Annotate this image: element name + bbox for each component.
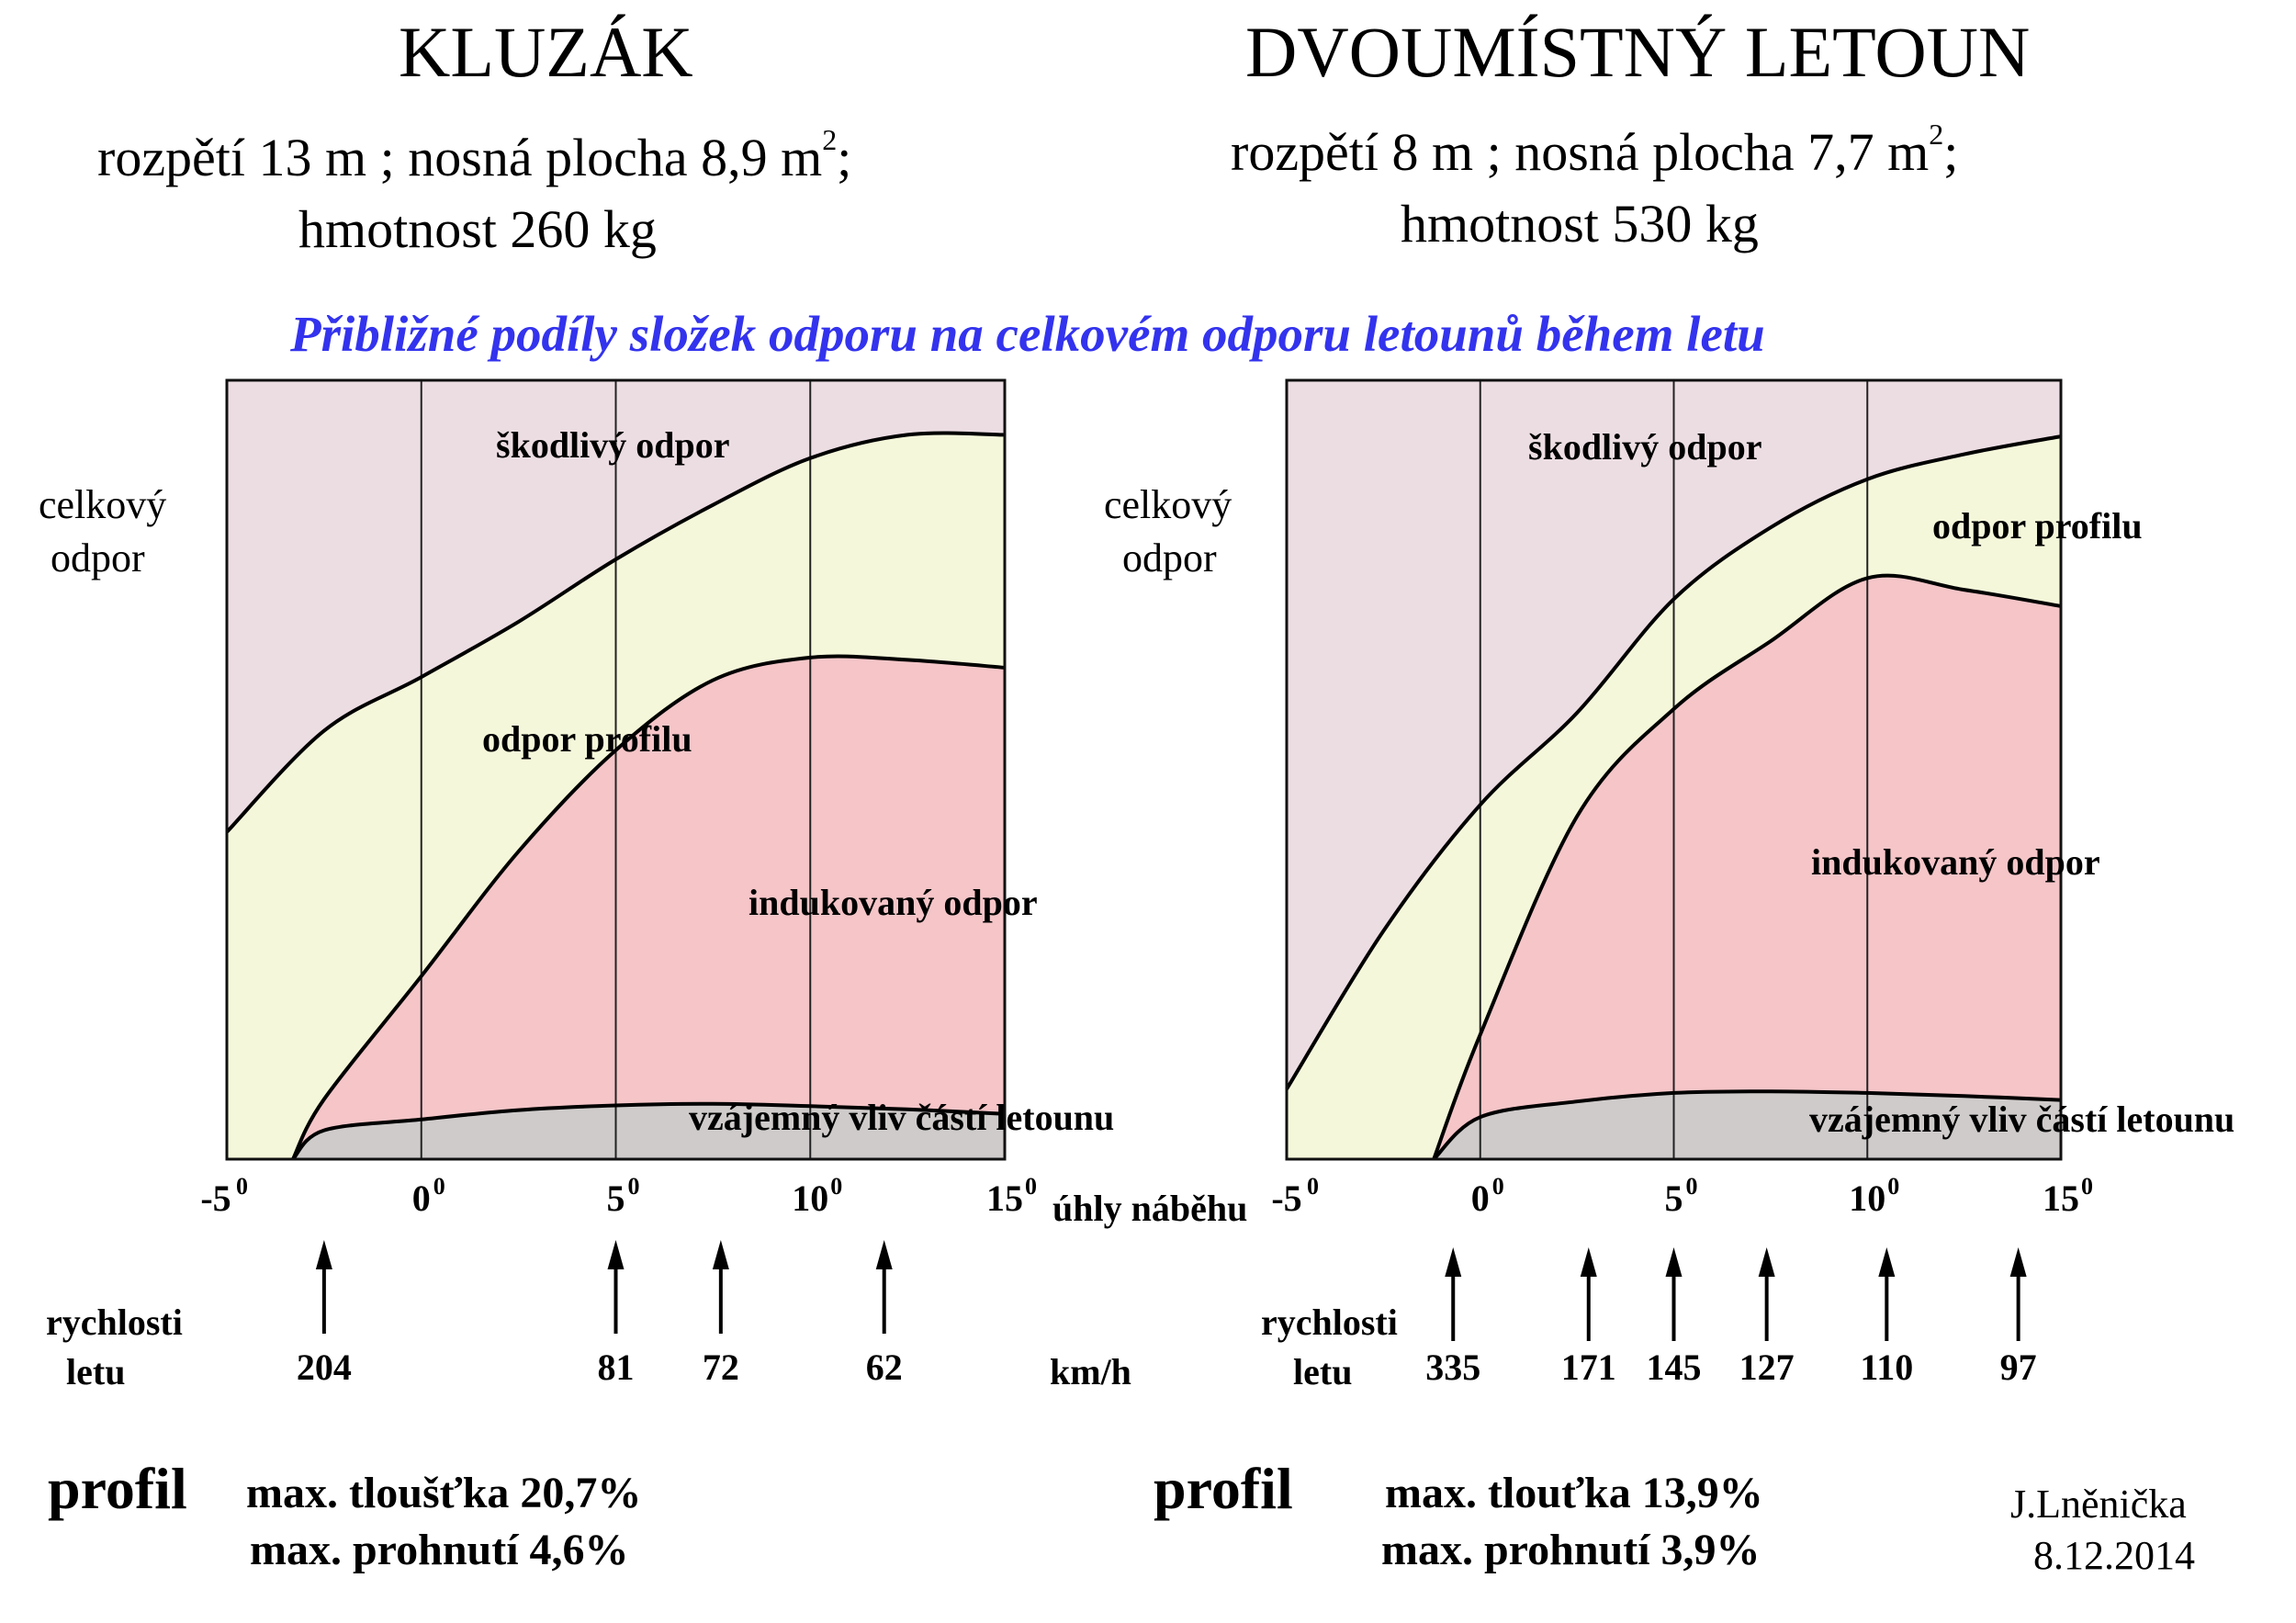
chart-left: škodlivý odpor odpor profilu indukovaný od… [200,378,1114,1388]
speed-value: 127 [1739,1347,1795,1388]
series-label: vzájemný vliv částí letounu [689,1097,1114,1138]
speed-arrow-head [1665,1247,1683,1277]
area-1 [293,656,1005,1159]
speed-unit: km/h [1050,1351,1131,1392]
x-tick-label: 15 [2043,1178,2079,1219]
series-label: odpor profilu [1932,505,2143,547]
x-tick-degree: 0 [236,1173,248,1200]
x-tick-degree: 0 [1492,1173,1504,1200]
speed-value: 204 [297,1347,352,1388]
x-tick-degree: 0 [830,1173,842,1200]
speed-value: 110 [1860,1347,1913,1388]
left-speed-label-2: letu [66,1351,126,1392]
x-tick-label: 5 [607,1178,625,1219]
chart-right: vzájemný vliv částí letounu indukovaný od… [1271,378,2234,1388]
plot-frame [1285,378,2063,1161]
x-tick-label: 15 [986,1178,1023,1219]
left-spec-semicolon: ; [837,128,852,187]
series-line-0 [1432,1089,2062,1161]
x-tick-label: 0 [1471,1178,1490,1219]
x-tick-label: -5 [200,1178,231,1219]
signature-date: 8.12.2014 [2033,1533,2195,1578]
series-line-1 [291,654,1006,1160]
series-line-0 [291,1101,1006,1161]
speed-value: 81 [598,1347,635,1388]
author-name: J.Lněnička [2010,1482,2187,1527]
x-tick-degree: 0 [1307,1173,1319,1200]
series-label: škodlivý odpor [496,424,730,466]
right-spec-line-2: hmotnost 530 kg [1401,194,1759,254]
area-1 [1434,575,2061,1159]
x-tick-label: 5 [1665,1178,1683,1219]
speed-arrow-head [712,1240,729,1269]
left-camber: max. prohnutí 4,6% [250,1526,629,1574]
x-tick-label: -5 [1271,1178,1301,1219]
x-tick-degree: 0 [433,1173,445,1200]
area-0 [1434,1091,2061,1159]
x-tick-degree: 0 [1887,1173,1899,1200]
left-spec-text: rozpětí 13 m ; nosná plocha 8,9 m [97,128,823,187]
left-spec-line-1: rozpětí 13 m ; nosná plocha 8,9 m2; [97,125,852,188]
speed-arrow-head [1758,1247,1775,1277]
x-tick-degree: 0 [628,1173,640,1200]
x-tick-label: 10 [1849,1178,1885,1219]
speed-value: 72 [703,1347,739,1388]
right-title: DVOUMÍSTNÝ LETOUN [1245,12,2031,92]
area-0 [293,1103,1005,1159]
speed-value: 335 [1425,1347,1480,1388]
left-spec-line-2: hmotnost 260 kg [298,199,657,259]
right-speed-label-1: rychlosti [1261,1302,1398,1343]
speed-arrow-head [2009,1247,2027,1277]
left-title: KLUZÁK [399,12,693,92]
left-ylabel-2: odpor [51,535,145,580]
x-axis-label: úhly náběhu [1052,1188,1248,1229]
series-label: odpor profilu [482,718,692,760]
plot-frame [225,378,1007,1161]
left-spec-exponent: 2 [822,123,838,156]
x-tick-label: 10 [792,1178,828,1219]
x-tick-label: 0 [412,1178,431,1219]
series-line-1 [1432,573,2062,1160]
right-spec-line-1: rozpětí 8 m ; nosná plocha 7,7 m2; [1231,118,1959,183]
right-speed-label-2: letu [1293,1351,1353,1392]
series-label: indukovaný odpor [1811,841,2100,883]
speed-arrow-head [1878,1247,1896,1277]
right-profile-label: profil [1154,1456,1293,1521]
right-spec-text: rozpětí 8 m ; nosná plocha 7,7 m [1231,122,1930,182]
speed-arrow-head [607,1240,625,1269]
left-thickness: max. tloušťka 20,7% [246,1469,642,1517]
x-tick-degree: 0 [1025,1173,1037,1200]
speed-arrow-head [315,1240,332,1269]
speed-value: 97 [2000,1347,2037,1388]
speed-arrow-head [1580,1247,1597,1277]
right-camber: max. prohnutí 3,9% [1381,1526,1761,1574]
speed-value: 145 [1647,1347,1702,1388]
series-label: indukovaný odpor [748,882,1038,923]
right-spec-semicolon: ; [1943,122,1959,182]
x-tick-degree: 0 [1686,1173,1698,1200]
left-profile-label: profil [48,1456,187,1521]
series-line-2 [225,431,1006,834]
speed-value: 62 [866,1347,903,1388]
speed-arrow-head [1445,1247,1462,1277]
left-speed-label-1: rychlosti [46,1302,183,1343]
speed-value: 171 [1561,1347,1616,1388]
left-ylabel-1: celkový [39,482,167,527]
x-tick-degree: 0 [2081,1173,2093,1200]
series-line-2 [1285,434,2062,1090]
right-spec-exponent: 2 [1929,118,1944,151]
chart-subtitle: Přibližné podíly složek odporu na celkov… [290,306,1765,362]
speed-arrow-head [875,1240,893,1269]
right-ylabel-1: celkový [1104,482,1232,527]
right-ylabel-2: odpor [1122,535,1217,580]
series-label: škodlivý odpor [1528,426,1762,468]
series-label: vzájemný vliv částí letounu [1809,1099,2234,1140]
right-thickness: max. tlouťka 13,9% [1385,1469,1763,1517]
